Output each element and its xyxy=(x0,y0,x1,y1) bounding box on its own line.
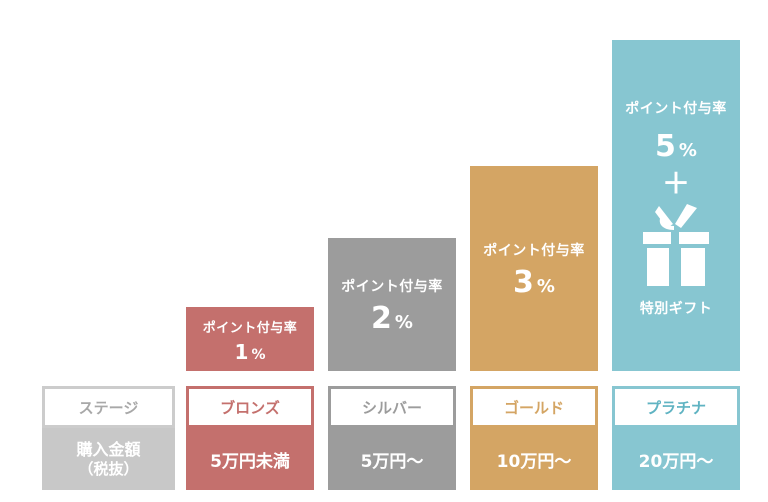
rate-value: 2% xyxy=(371,300,413,336)
rate-value: 5% xyxy=(655,129,697,164)
amount-silver: 5万円〜 xyxy=(328,428,456,490)
stage-platinum: プラチナ xyxy=(612,386,740,428)
bronze-rate-bar: ポイント付与率 1% xyxy=(186,307,314,371)
special-gift-label: 特別ギフト xyxy=(639,301,713,317)
plus-sign: ＋ xyxy=(661,167,690,200)
rate-label: ポイント付与率 xyxy=(202,320,298,336)
purchase-amount-header: 購入金額 （税抜） xyxy=(42,428,175,490)
amount-gold: 10万円〜 xyxy=(470,428,598,490)
platinum-rate-bar: ポイント付与率 5% ＋ 特別ギフト xyxy=(612,40,740,371)
gift-icon xyxy=(643,204,709,286)
amount-platinum: 20万円〜 xyxy=(612,428,740,490)
rate-label: ポイント付与率 xyxy=(625,101,727,117)
rate-value: 3% xyxy=(513,264,555,300)
silver-rate-bar: ポイント付与率 2% xyxy=(328,238,456,371)
tax-excluded-label: （税抜） xyxy=(78,459,139,478)
rate-label: ポイント付与率 xyxy=(341,278,443,295)
stage-silver: シルバー xyxy=(328,386,456,428)
rate-value: 1% xyxy=(234,339,266,364)
purchase-amount-label: 購入金額 xyxy=(76,440,141,460)
amount-bronze: 5万円未満 xyxy=(186,428,314,490)
rate-label: ポイント付与率 xyxy=(483,242,585,259)
stage-bronze: ブロンズ xyxy=(186,386,314,428)
gold-rate-bar: ポイント付与率 3% xyxy=(470,166,598,371)
stage-header: ステージ xyxy=(42,386,175,428)
stage-gold: ゴールド xyxy=(470,386,598,428)
